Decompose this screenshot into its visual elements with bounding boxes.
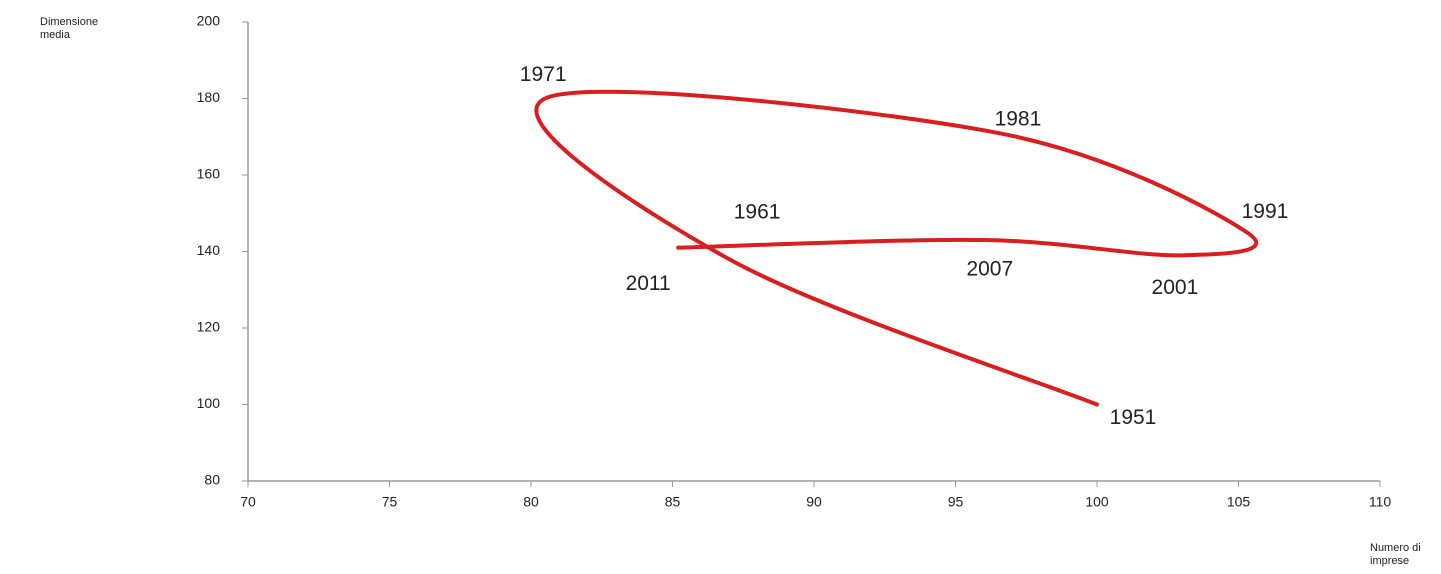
point-label: 1961 xyxy=(734,201,781,224)
y-tick-label: 100 xyxy=(197,395,221,411)
x-tick-label: 95 xyxy=(948,494,964,510)
point-label: 2011 xyxy=(626,272,671,295)
point-label: 2001 xyxy=(1152,276,1199,299)
x-tick-label: 75 xyxy=(382,494,398,510)
y-tick-label: 180 xyxy=(197,89,221,105)
x-tick-label: 100 xyxy=(1085,494,1109,510)
trajectory-line xyxy=(534,89,1258,407)
x-tick-label: 105 xyxy=(1227,494,1251,510)
y-tick-label: 140 xyxy=(197,242,221,258)
y-tick-label: 160 xyxy=(197,166,221,182)
y-tick-label: 120 xyxy=(197,319,221,335)
point-label: 1981 xyxy=(995,107,1042,130)
point-label: 1971 xyxy=(520,63,567,86)
x-tick-label: 85 xyxy=(665,494,681,510)
y-axis-title: Dimensione media xyxy=(40,16,98,41)
point-label: 1991 xyxy=(1242,200,1289,223)
y-tick-label: 80 xyxy=(204,472,220,488)
point-label: 1951 xyxy=(1110,406,1157,429)
x-tick-label: 80 xyxy=(523,494,539,510)
x-tick-label: 70 xyxy=(240,494,256,510)
x-tick-label: 90 xyxy=(806,494,822,510)
x-axis-title: Numero di imprese xyxy=(1370,542,1421,567)
point-label: 2007 xyxy=(966,258,1013,281)
x-tick-label: 110 xyxy=(1369,494,1392,510)
y-tick-label: 200 xyxy=(197,13,221,29)
